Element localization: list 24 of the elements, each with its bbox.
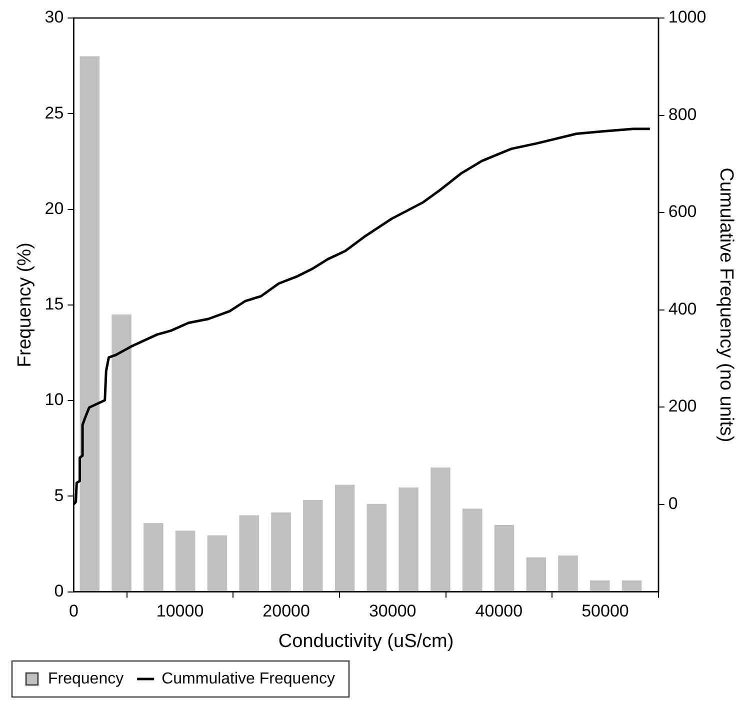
y-axis-title: Frequency (%): [14, 242, 36, 368]
legend-label: Frequency: [48, 670, 124, 688]
y2-tick-label: 600: [668, 202, 697, 222]
y2-tick-label: 0: [668, 494, 678, 513]
y-tick-label: 20: [44, 198, 64, 218]
x-tick-label: 50000: [582, 602, 629, 621]
y2-axis-title: Cumulative Frequency (no units): [715, 168, 736, 442]
x-tick-label: 40000: [475, 602, 523, 621]
x-tick-label: 20000: [262, 602, 310, 621]
y2-tick-label: 400: [668, 299, 697, 318]
x-tick-label: 0: [68, 602, 78, 621]
y2-tick-label: 1000: [668, 8, 706, 27]
y-tick-label: 5: [54, 486, 64, 505]
legend-label: Cummulative Frequency: [162, 670, 335, 688]
y-tick-label: 30: [44, 8, 64, 27]
y2-tick-label: 200: [668, 396, 697, 416]
y-tick-label: 0: [54, 581, 64, 600]
x-axis-title: Conductivity (uS/cm): [278, 630, 454, 652]
y-tick-label: 25: [44, 103, 64, 122]
x-tick-label: 10000: [156, 602, 204, 621]
y2-tick-label: 800: [668, 104, 697, 124]
x-tick-label: 30000: [368, 602, 416, 621]
y-tick-label: 15: [44, 294, 64, 314]
y-tick-label: 10: [44, 390, 64, 410]
